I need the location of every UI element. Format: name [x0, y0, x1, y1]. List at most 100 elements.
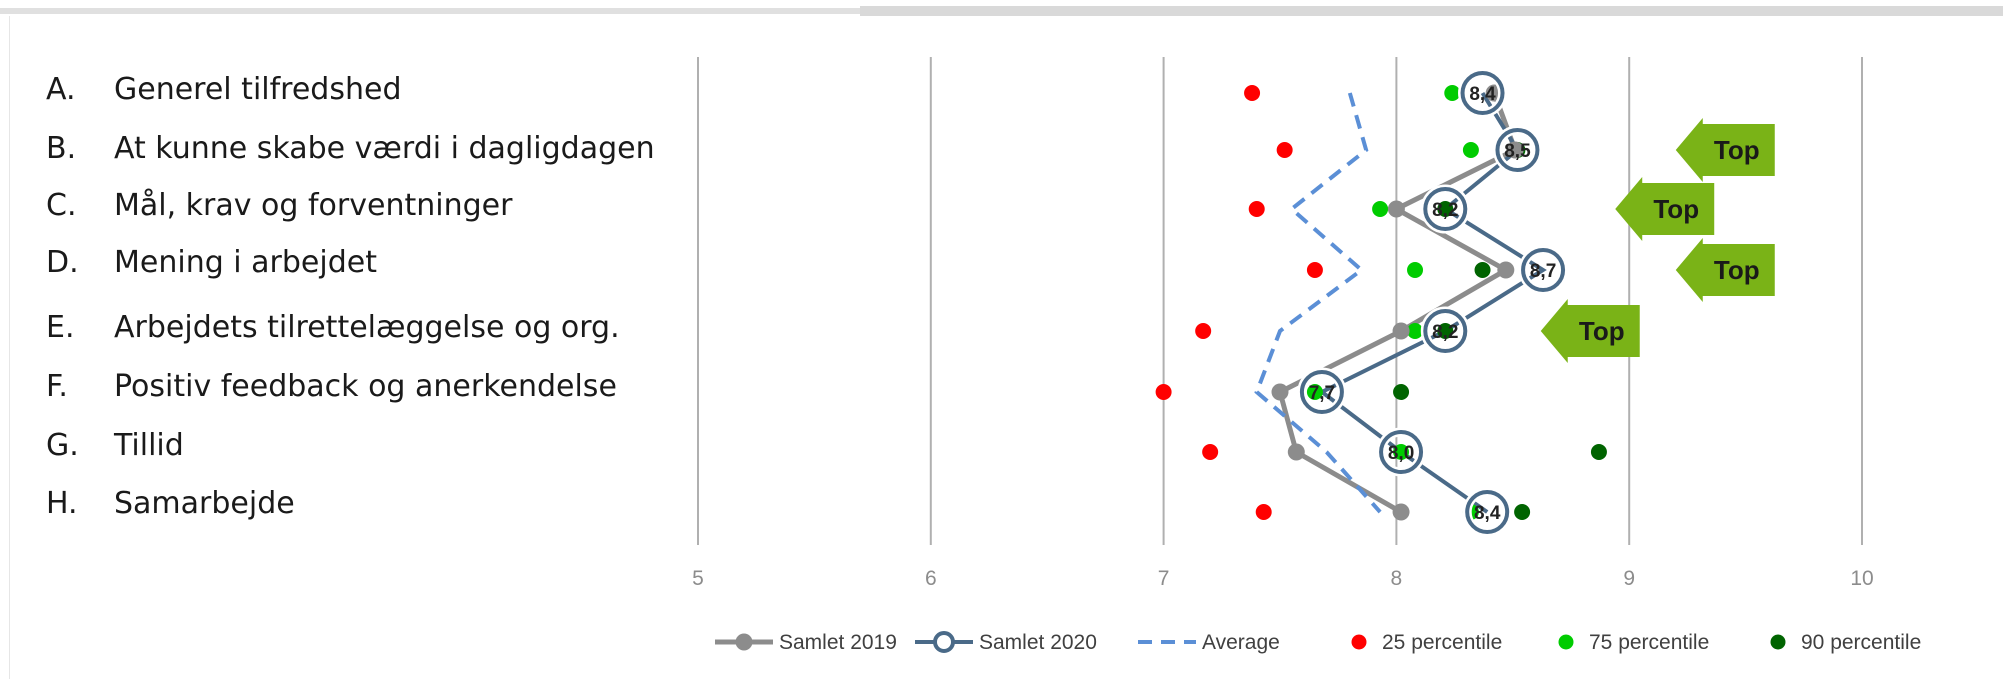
legend-label: Samlet 2020: [979, 631, 1097, 654]
legend-label: Average: [1202, 631, 1280, 654]
category-label: F. Positiv feedback og anerkendelse: [46, 369, 617, 409]
percentile-point: [1248, 201, 1265, 217]
marker-2020: [1465, 490, 1510, 534]
category-text: Tillid: [114, 428, 184, 463]
percentile-point: [1306, 384, 1323, 400]
slide-frame-edge: [9, 16, 10, 679]
category-letter: H.: [46, 486, 78, 521]
category-label: D. Mening i arbejdet: [46, 245, 377, 285]
legend-dot: [1770, 634, 1786, 650]
tick-label: 6: [925, 567, 937, 590]
marker-2020: [1460, 71, 1505, 115]
marker-2020: [1423, 187, 1468, 231]
category-text: Arbejdets tilrettelæggelse og org.: [114, 310, 620, 345]
category-letter: F.: [46, 369, 68, 404]
percentile-point: [1202, 444, 1219, 460]
marker-2020: [1423, 309, 1468, 353]
percentile-point: [1437, 201, 1454, 217]
marker-2020: [1495, 128, 1540, 172]
category-label: C. Mål, krav og forventninger: [46, 188, 512, 228]
category-list: A. Generel tilfredshed B. At kunne skabe væ…: [0, 0, 680, 560]
category-letter: G.: [46, 428, 79, 463]
category-label: E. Arbejdets tilrettelæggelse og org.: [46, 310, 620, 350]
marker-2019: [1392, 503, 1410, 521]
tick-label: 5: [692, 567, 704, 590]
marker-2020: [1379, 430, 1424, 474]
legend-marker-2020: [933, 631, 955, 653]
percentile-point: [1474, 262, 1491, 278]
data-label-2020: 8,0: [1388, 443, 1414, 464]
category-letter: B.: [46, 131, 77, 166]
legend-dot: [1351, 634, 1367, 650]
percentile-point: [1590, 444, 1607, 460]
tick-label: 10: [1850, 567, 1873, 590]
marker-2019: [1271, 383, 1289, 401]
window-top-bar-right: [860, 6, 2003, 16]
category-text: Mening i arbejdet: [114, 245, 377, 280]
data-label-2020: 7,7: [1309, 383, 1335, 404]
marker-2019: [1287, 443, 1305, 461]
legend-label: 90 percentile: [1801, 631, 1921, 654]
tick-label: 9: [1623, 567, 1635, 590]
series-line-average: [1254, 92, 1382, 514]
percentile-point: [1393, 384, 1410, 400]
legend-label: Samlet 2019: [779, 631, 897, 654]
legend-label: 75 percentile: [1589, 631, 1709, 654]
series-markers: 8,4 8,5 8,2 8,7 8,2 7,7 8,0 8,4: [1271, 68, 1568, 537]
category-label: A. Generel tilfredshed: [46, 72, 402, 112]
marker-2019: [1387, 200, 1405, 218]
marker-2020: [1521, 248, 1566, 292]
percentile-point: [1372, 201, 1389, 217]
top-annotations: Top Top Top Top: [1540, 118, 1775, 363]
legend: Samlet 2019 Samlet 2020 Average 25 percenti…: [715, 631, 1921, 654]
data-label-2020: 8,2: [1432, 322, 1458, 343]
data-label-2020: 8,2: [1432, 200, 1458, 221]
top-arrow-label: Top: [1714, 135, 1760, 165]
data-label-2020: 8,7: [1530, 261, 1556, 282]
percentile-point: [1255, 504, 1272, 520]
data-label-2020: 8,4: [1474, 503, 1501, 524]
x-axis-ticks: 5 6 7 8 9 10: [692, 567, 1874, 590]
category-label: G. Tillid: [46, 428, 184, 468]
legend-label: 25 percentile: [1382, 631, 1502, 654]
category-text: Mål, krav og forventninger: [114, 188, 513, 223]
category-text: At kunne skabe værdi i dagligdagen: [114, 131, 655, 166]
top-arrow-label: Top: [1579, 316, 1625, 346]
category-label: B. At kunne skabe værdi i dagligdagen: [46, 131, 655, 171]
top-arrow-label: Top: [1714, 255, 1760, 285]
percentile-point: [1195, 323, 1212, 339]
data-label-2020: 8,4: [1469, 84, 1496, 105]
marker-2019: [1497, 261, 1515, 279]
percentile-point: [1393, 444, 1410, 460]
percentile-point: [1407, 323, 1424, 339]
category-letter: E.: [46, 310, 75, 345]
percentile-point: [1155, 384, 1172, 400]
percentile-point: [1514, 504, 1531, 520]
tick-label: 7: [1158, 567, 1170, 590]
category-letter: D.: [46, 245, 79, 280]
tick-label: 8: [1391, 567, 1403, 590]
category-letter: C.: [46, 188, 77, 223]
percentile-point: [1244, 85, 1261, 101]
percentile-point: [1276, 142, 1293, 158]
percentile-point: [1407, 262, 1424, 278]
percentile-point: [1444, 85, 1461, 101]
marker-2019: [1506, 141, 1524, 159]
category-letter: A.: [46, 72, 76, 107]
grid-lines: [697, 57, 1863, 545]
marker-2020: [1299, 370, 1344, 414]
percentile-point: [1462, 142, 1479, 158]
top-arrow-label: Top: [1653, 194, 1699, 224]
percentile-point: [1306, 262, 1323, 278]
top-arrow: [1540, 299, 1640, 363]
top-arrow: [1675, 238, 1775, 302]
marker-2019: [1392, 322, 1410, 340]
percentile-point: [1437, 323, 1454, 339]
window-top-bar: [0, 8, 860, 14]
category-label: H. Samarbejde: [46, 486, 295, 526]
top-arrow: [1675, 118, 1775, 182]
top-arrow: [1615, 177, 1715, 241]
category-text: Generel tilfredshed: [114, 72, 402, 107]
legend-dot: [1558, 634, 1574, 650]
